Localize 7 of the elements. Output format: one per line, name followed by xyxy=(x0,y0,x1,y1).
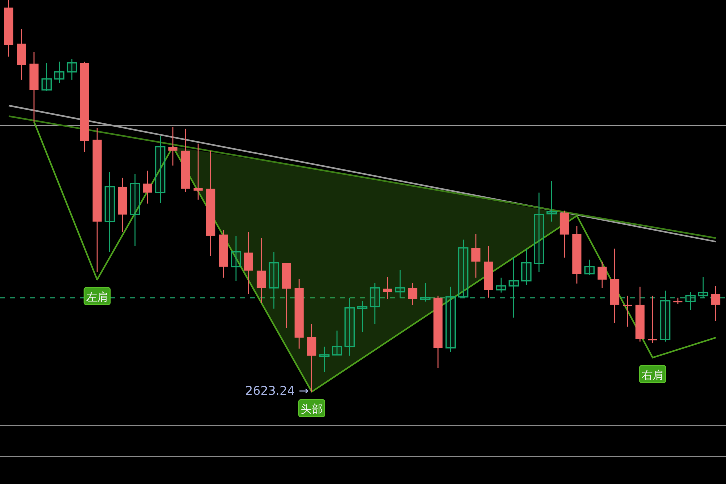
pattern-label: 左肩 xyxy=(84,287,111,306)
annotation: 右肩 xyxy=(642,368,664,382)
annotation: 2623.24 → xyxy=(246,384,309,398)
annotation: 左肩 xyxy=(86,290,108,304)
pattern-label: 头部 xyxy=(298,400,326,418)
annotation: 头部 xyxy=(301,403,323,416)
pattern-label: 右肩 xyxy=(639,365,666,384)
